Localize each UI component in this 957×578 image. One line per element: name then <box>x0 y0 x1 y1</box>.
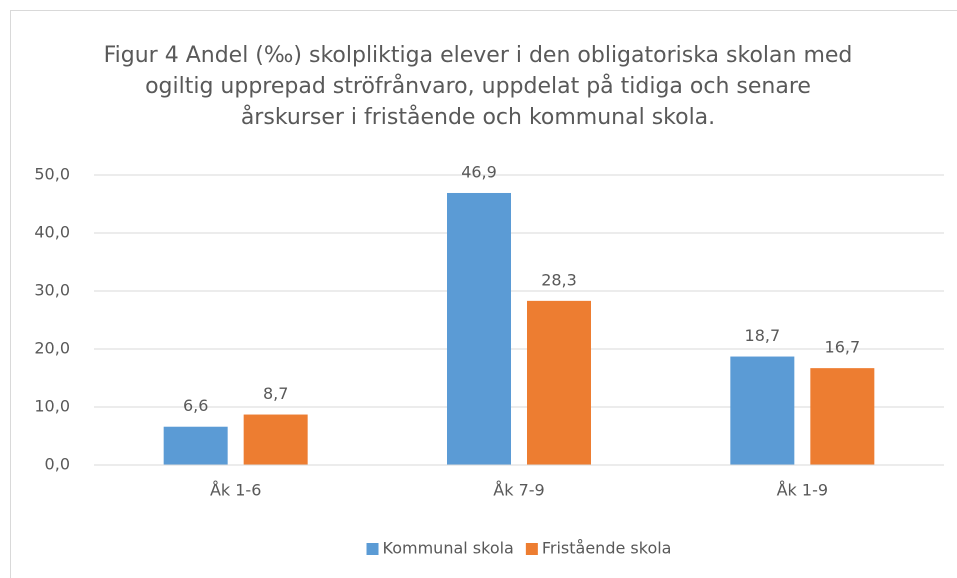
legend-label: Fristående skola <box>542 539 672 558</box>
y-tick-label: 50,0 <box>34 165 70 184</box>
bar <box>163 426 228 465</box>
bar <box>243 414 308 465</box>
y-tick-label: 30,0 <box>34 281 70 300</box>
bar <box>730 356 795 465</box>
value-label: 6,6 <box>183 396 208 415</box>
bar <box>527 300 591 465</box>
y-tick-label: 10,0 <box>34 397 70 416</box>
chart-frame <box>10 10 957 578</box>
bar <box>810 368 875 465</box>
value-label: 16,7 <box>825 338 861 357</box>
y-tick-label: 40,0 <box>34 223 70 242</box>
value-label: 46,9 <box>461 162 497 181</box>
y-tick-label: 0,0 <box>45 455 70 474</box>
legend-swatch <box>366 543 379 555</box>
legend-label: Kommunal skola <box>383 539 514 558</box>
chart-title: Figur 4 Andel (‰) skolpliktiga elever i … <box>103 43 853 130</box>
bar <box>447 192 511 466</box>
value-label: 8,7 <box>263 384 288 403</box>
y-tick-label: 20,0 <box>34 339 70 358</box>
x-tick-label: Åk 7-9 <box>493 481 544 500</box>
legend-swatch <box>525 543 538 555</box>
value-label: 28,3 <box>541 270 577 289</box>
x-tick-label: Åk 1-6 <box>210 481 261 500</box>
x-tick-label: Åk 1-9 <box>777 481 828 500</box>
value-label: 18,7 <box>745 326 781 345</box>
